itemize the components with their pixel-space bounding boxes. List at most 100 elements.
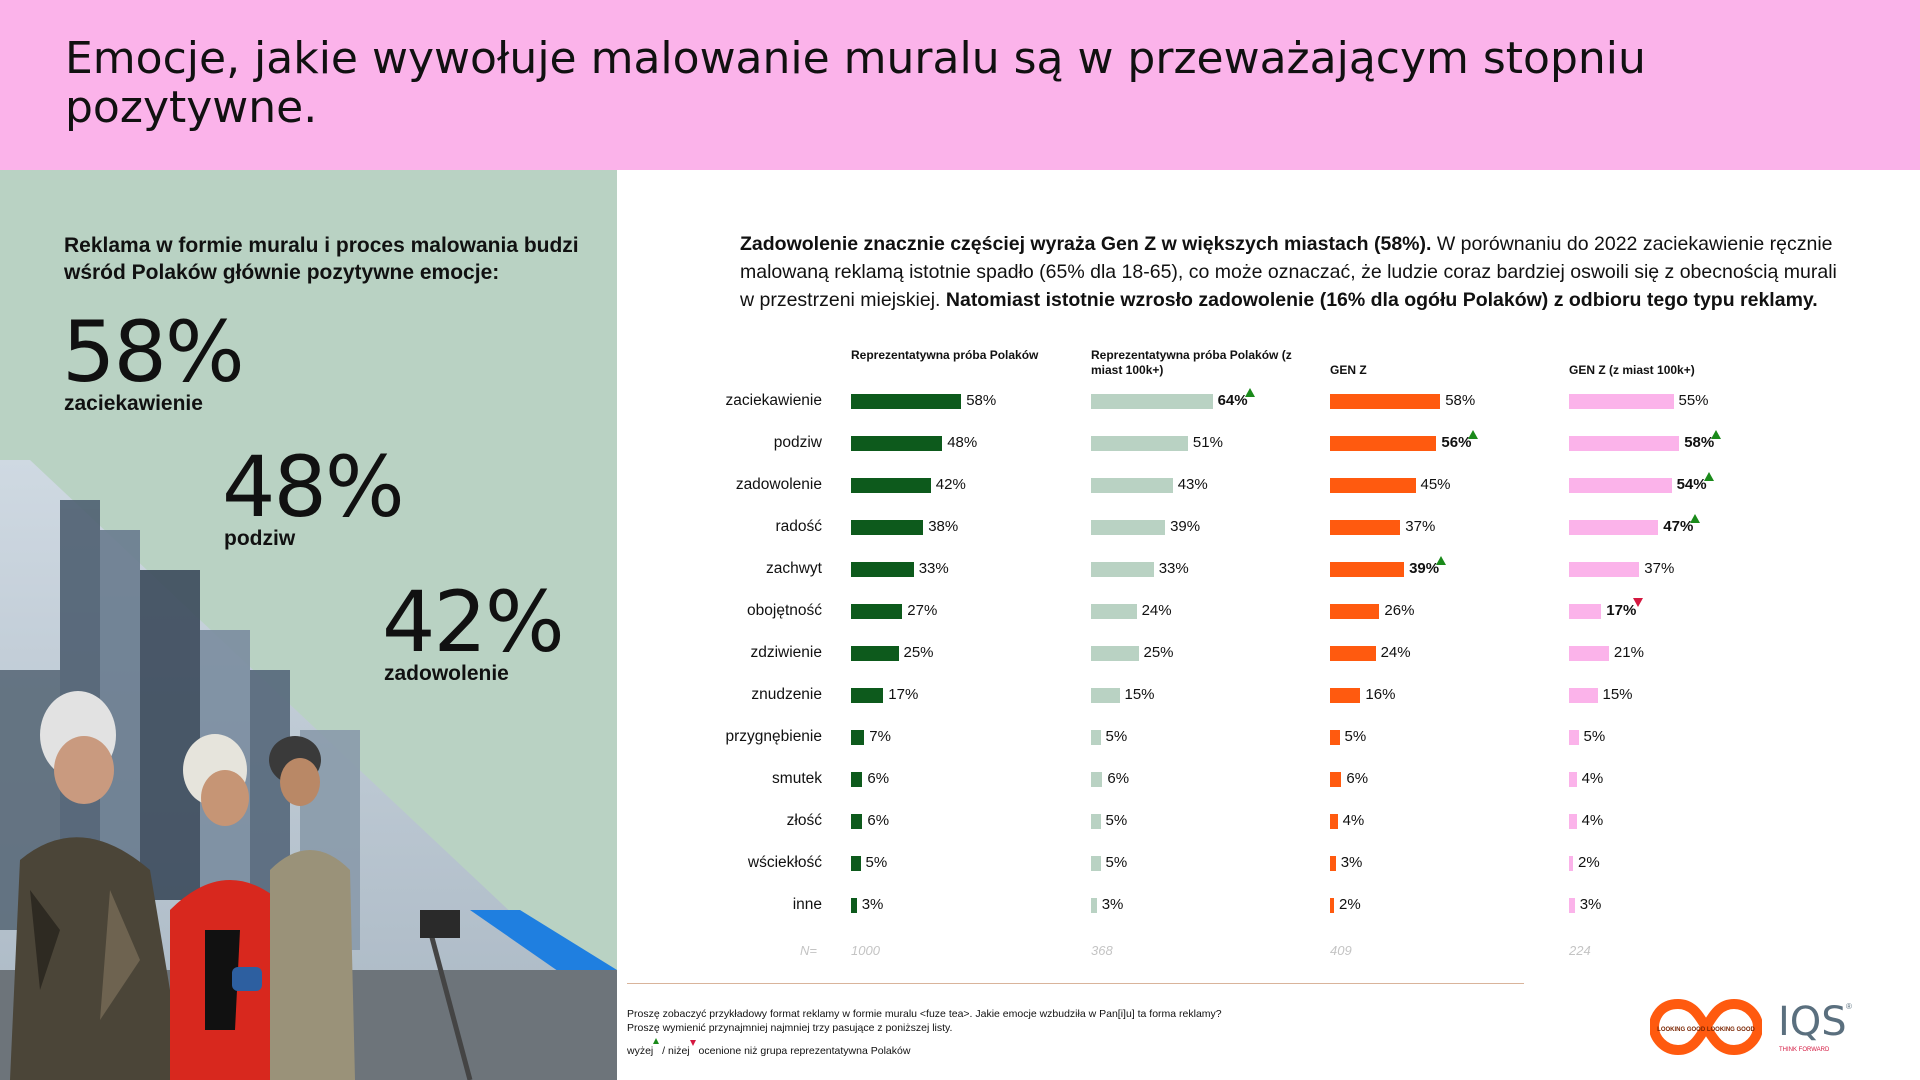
bar	[1091, 604, 1137, 619]
sample-size: 409	[1330, 943, 1352, 958]
sample-size-label: N=	[800, 943, 817, 958]
up-arrow-icon	[1703, 472, 1714, 481]
highlight-label: zadowolenie	[384, 662, 509, 685]
value-label: 25%	[1143, 644, 1174, 661]
highlight-value: 48%	[222, 438, 405, 536]
bar	[1569, 394, 1674, 409]
highlight-value: 58%	[62, 303, 245, 401]
bar	[851, 478, 931, 493]
value-label: 33%	[1158, 560, 1189, 577]
bar	[1330, 646, 1376, 661]
category-label: znudzenie	[751, 686, 822, 703]
value-label: 5%	[1105, 812, 1128, 829]
bar	[851, 604, 903, 619]
up-arrow-icon	[1436, 556, 1447, 565]
bar	[851, 856, 861, 871]
value-label: 33%	[918, 560, 949, 577]
header-banner: Emocje, jakie wywołuje malowanie muralu …	[0, 0, 1920, 170]
value-label: 37%	[1405, 518, 1436, 535]
bar	[1569, 562, 1640, 577]
value-label: 3%	[1340, 854, 1363, 871]
value-label: 43%	[1177, 476, 1208, 493]
value-label: 6%	[1107, 770, 1130, 787]
series-header: GEN Z	[1330, 363, 1367, 377]
value-label: 48%	[947, 434, 978, 451]
iqs-logo-text: IQS	[1778, 999, 1847, 1045]
looking-good-logo: LOOKING GOOD LOOKING GOOD	[1650, 998, 1762, 1056]
bar	[1330, 478, 1416, 493]
value-label: 58%	[966, 392, 997, 409]
footer-instruction: Proszę wymienić przynajmniej najmniej tr…	[627, 1022, 953, 1034]
value-label: 64%	[1217, 392, 1248, 409]
value-label: 15%	[1602, 686, 1633, 703]
value-label: 3%	[1101, 896, 1124, 913]
bar	[1330, 394, 1441, 409]
value-label: 16%	[1365, 686, 1396, 703]
up-arrow-icon	[1468, 430, 1479, 439]
bar	[1569, 730, 1579, 745]
bar	[1330, 730, 1340, 745]
bar	[1091, 688, 1120, 703]
bar	[1330, 856, 1336, 871]
bar	[851, 520, 924, 535]
bar	[1091, 394, 1213, 409]
value-label: 25%	[903, 644, 934, 661]
footer-divider	[627, 983, 1524, 984]
category-label: obojętność	[747, 602, 822, 619]
value-label: 56%	[1441, 434, 1472, 451]
value-label: 55%	[1678, 392, 1709, 409]
sample-size: 1000	[851, 943, 880, 958]
intro-bold-2: Natomiast istotnie wzrosło zadowolenie (…	[945, 289, 1818, 311]
bar	[1330, 772, 1342, 787]
intro-body: W porównaniu do 2022 zaciekawienie ręczn…	[740, 233, 1837, 311]
value-label: 26%	[1384, 602, 1415, 619]
value-label: 58%	[1445, 392, 1476, 409]
up-arrow-icon	[1690, 514, 1701, 523]
bar	[851, 394, 962, 409]
looking-good-logo-text: LOOKING GOOD LOOKING GOOD	[1657, 1027, 1755, 1033]
category-label: podziw	[773, 434, 822, 451]
bar	[1569, 688, 1598, 703]
bar	[1330, 814, 1338, 829]
category-label: zachwyt	[766, 560, 822, 577]
value-label: 6%	[867, 770, 890, 787]
value-label: 3%	[861, 896, 884, 913]
footer-legend: wyżej / niżej ocenione niż grupa repreze…	[627, 1038, 910, 1058]
value-label: 21%	[1613, 644, 1644, 661]
value-label: 17%	[888, 686, 919, 703]
sample-size: 224	[1569, 943, 1591, 958]
value-label: 4%	[1581, 812, 1604, 829]
category-label: złość	[786, 812, 822, 829]
category-label: inne	[792, 896, 822, 913]
bar	[851, 814, 863, 829]
bar	[1091, 436, 1188, 451]
value-label: 5%	[1344, 728, 1367, 745]
bar	[851, 898, 857, 913]
left-panel: Reklama w formie muralu i proces malowan…	[0, 170, 617, 1080]
sample-size: 368	[1091, 943, 1113, 958]
category-label: zdziwienie	[750, 644, 822, 661]
bar	[1569, 898, 1575, 913]
value-label: 38%	[928, 518, 959, 535]
page-title: Emocje, jakie wywołuje malowanie muralu …	[65, 33, 1646, 133]
bar	[1091, 772, 1103, 787]
bar	[1091, 520, 1166, 535]
value-label: 37%	[1644, 560, 1675, 577]
value-label: 6%	[867, 812, 890, 829]
bar	[1330, 688, 1361, 703]
iqs-tagline: THINK FORWARD	[1779, 1047, 1830, 1053]
value-label: 39%	[1409, 560, 1440, 577]
category-label: przygnębienie	[725, 728, 822, 745]
bar	[851, 562, 914, 577]
bar	[1569, 520, 1659, 535]
category-label: zaciekawienie	[725, 392, 823, 409]
up-arrow-icon	[1711, 430, 1722, 439]
bar	[1091, 730, 1101, 745]
intro-bold-1: Zadowolenie znacznie częściej wyraża Gen…	[740, 233, 1432, 255]
down-arrow-icon	[689, 1040, 696, 1046]
series-header: GEN Z (z miast 100k+)	[1569, 363, 1695, 377]
footer-question: Proszę zobaczyć przykładowy format rekla…	[627, 1008, 1222, 1020]
bar	[1569, 478, 1672, 493]
up-arrow-icon	[653, 1038, 660, 1044]
bar	[1569, 814, 1577, 829]
